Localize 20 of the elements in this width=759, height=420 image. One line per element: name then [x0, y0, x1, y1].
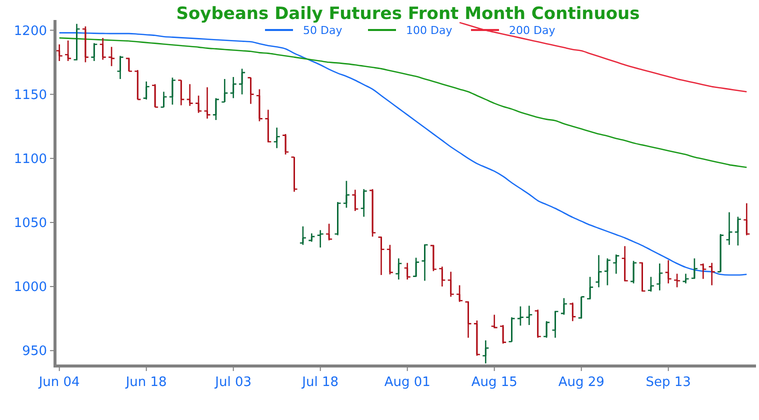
x-tick-label: Jul 18: [301, 375, 339, 390]
chart-title: Soybeans Daily Futures Front Month Continuous: [176, 4, 640, 24]
y-tick-label: 1050: [14, 216, 47, 232]
x-tick-label: Sep 13: [646, 375, 691, 390]
legend-label: 50 Day: [303, 24, 343, 37]
x-tick-label: Jun 04: [38, 375, 80, 390]
x-tick-label: Aug 15: [471, 375, 518, 390]
y-tick-label: 1150: [14, 88, 47, 103]
legend-label: 200 Day: [509, 24, 556, 37]
x-tick-label: Aug 29: [558, 375, 604, 390]
y-tick-label: 1100: [14, 152, 47, 167]
y-tick-label: 950: [22, 344, 47, 360]
line-series: [58, 37, 748, 168]
line-series: [458, 22, 748, 92]
legend-label: 100 Day: [406, 24, 453, 37]
y-tick-label: 1000: [14, 280, 47, 296]
x-tick-label: Jul 03: [214, 375, 252, 390]
y-tick-label: 1200: [14, 24, 47, 39]
x-tick-label: Aug 01: [384, 375, 430, 390]
x-tick-label: Jun 18: [124, 375, 167, 390]
